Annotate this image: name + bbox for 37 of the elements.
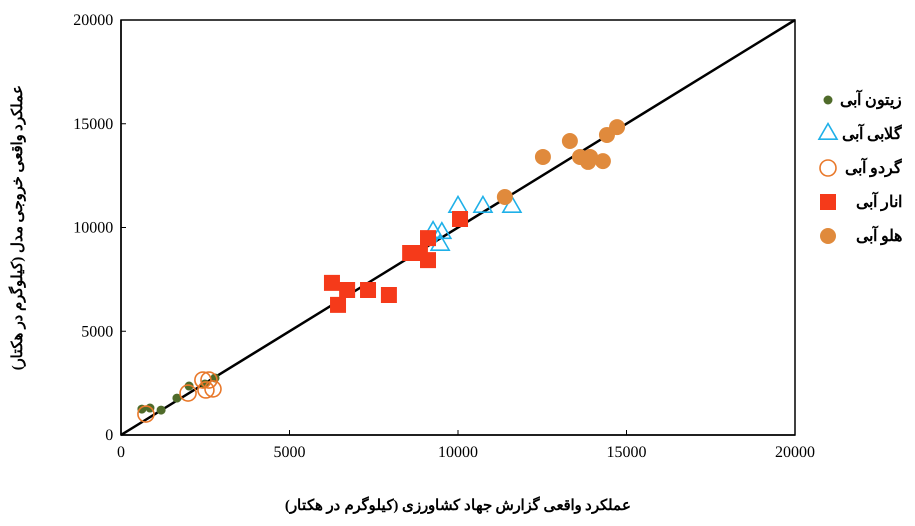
legend-label: گلابی آبی [842,122,902,143]
y-tick-label: 15000 [73,116,114,133]
y-axis-title: عملکرد واقعی خروجی مدل (کیلوگرم در هکتار) [8,84,26,370]
point [330,296,346,313]
y-tick-label: 0 [105,427,114,444]
point [137,405,155,423]
point [324,274,340,291]
y-tick-label: 5000 [81,323,114,340]
x-axis-title: عملکرد واقعی گزارش جهاد کشاورزی (کیلوگرم در هکتار) [284,496,632,514]
point [360,282,376,298]
y-tick-label: 10000 [73,220,114,237]
legend-label: هلو آبی [856,224,902,246]
x-tick-label: 10000 [438,444,478,462]
point [194,371,212,389]
point [339,282,356,298]
point [452,210,468,227]
point [380,286,397,303]
legend-label: گردو آبی [845,156,902,178]
legend-label: زیتون آبی [840,88,902,110]
point [204,380,222,398]
legend-label: انار آبی [856,190,902,212]
point [594,153,611,170]
point [172,394,182,403]
x-tick-label: 20000 [775,444,815,462]
point [197,381,215,399]
point [420,230,436,246]
point [420,252,436,268]
point [156,406,166,415]
point [562,132,578,149]
x-tick-label: 0 [117,444,125,462]
x-tick-label: 5000 [274,444,306,462]
point [609,119,626,136]
point [200,371,218,389]
x-tick-label: 15000 [606,444,646,462]
y-tick-label: 20000 [73,12,114,30]
point [179,384,197,402]
point [534,148,551,165]
